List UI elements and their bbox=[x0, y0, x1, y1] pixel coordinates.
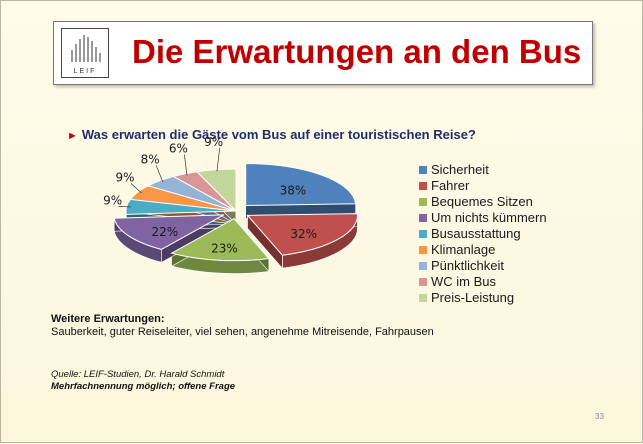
legend-label: Fahrer bbox=[431, 178, 469, 194]
legend-label: Pünktlichkeit bbox=[431, 258, 504, 274]
legend-item: Klimanlage bbox=[419, 242, 547, 258]
data-label: 32% bbox=[290, 227, 317, 241]
note-line: Mehrfachnennung möglich; offene Frage bbox=[51, 381, 235, 392]
legend-item: Pünktlichkeit bbox=[419, 258, 547, 274]
legend-swatch bbox=[419, 278, 427, 286]
legend-item: Preis-Leistung bbox=[419, 290, 547, 306]
legend-item: Um nichts kümmern bbox=[419, 210, 547, 226]
legend-label: Um nichts kümmern bbox=[431, 210, 547, 226]
legend-swatch bbox=[419, 294, 427, 302]
data-label: 22% bbox=[151, 225, 178, 239]
data-label: 9% bbox=[103, 193, 122, 207]
data-label-leader bbox=[131, 184, 141, 193]
legend-swatch bbox=[419, 166, 427, 174]
legend-item: Bequemes Sitzen bbox=[419, 194, 547, 210]
data-label: 9% bbox=[116, 171, 135, 185]
legend-label: Sicherheit bbox=[431, 162, 489, 178]
data-label-leader bbox=[217, 148, 220, 171]
legend-swatch bbox=[419, 246, 427, 254]
legend-item: Busausstattung bbox=[419, 226, 547, 242]
legend-item: Fahrer bbox=[419, 178, 547, 194]
data-label: 23% bbox=[211, 241, 238, 255]
legend-label: Klimanlage bbox=[431, 242, 495, 258]
source-line: Quelle: LEIF-Studien, Dr. Harald Schmidt bbox=[51, 369, 224, 380]
data-label: 6% bbox=[169, 142, 188, 156]
legend-swatch bbox=[419, 198, 427, 206]
further-expectations-heading: Weitere Erwartungen: bbox=[51, 313, 165, 325]
legend-swatch bbox=[419, 182, 427, 190]
legend-swatch bbox=[419, 262, 427, 270]
legend-label: WC im Bus bbox=[431, 274, 496, 290]
legend-label: Busausstattung bbox=[431, 226, 521, 242]
data-label: 9% bbox=[204, 135, 223, 149]
page-number: 33 bbox=[595, 412, 604, 421]
legend-label: Bequemes Sitzen bbox=[431, 194, 533, 210]
legend-label: Preis-Leistung bbox=[431, 290, 514, 306]
legend-swatch bbox=[419, 230, 427, 238]
data-label: 8% bbox=[141, 152, 160, 166]
data-label-leader bbox=[156, 165, 163, 182]
legend-item: Sicherheit bbox=[419, 162, 547, 178]
legend-item: WC im Bus bbox=[419, 274, 547, 290]
legend-swatch bbox=[419, 214, 427, 222]
data-label-leader bbox=[184, 155, 187, 176]
further-expectations-text: Sauberkeit, guter Reiseleiter, viel sehe… bbox=[51, 326, 434, 338]
data-label: 38% bbox=[280, 184, 307, 198]
